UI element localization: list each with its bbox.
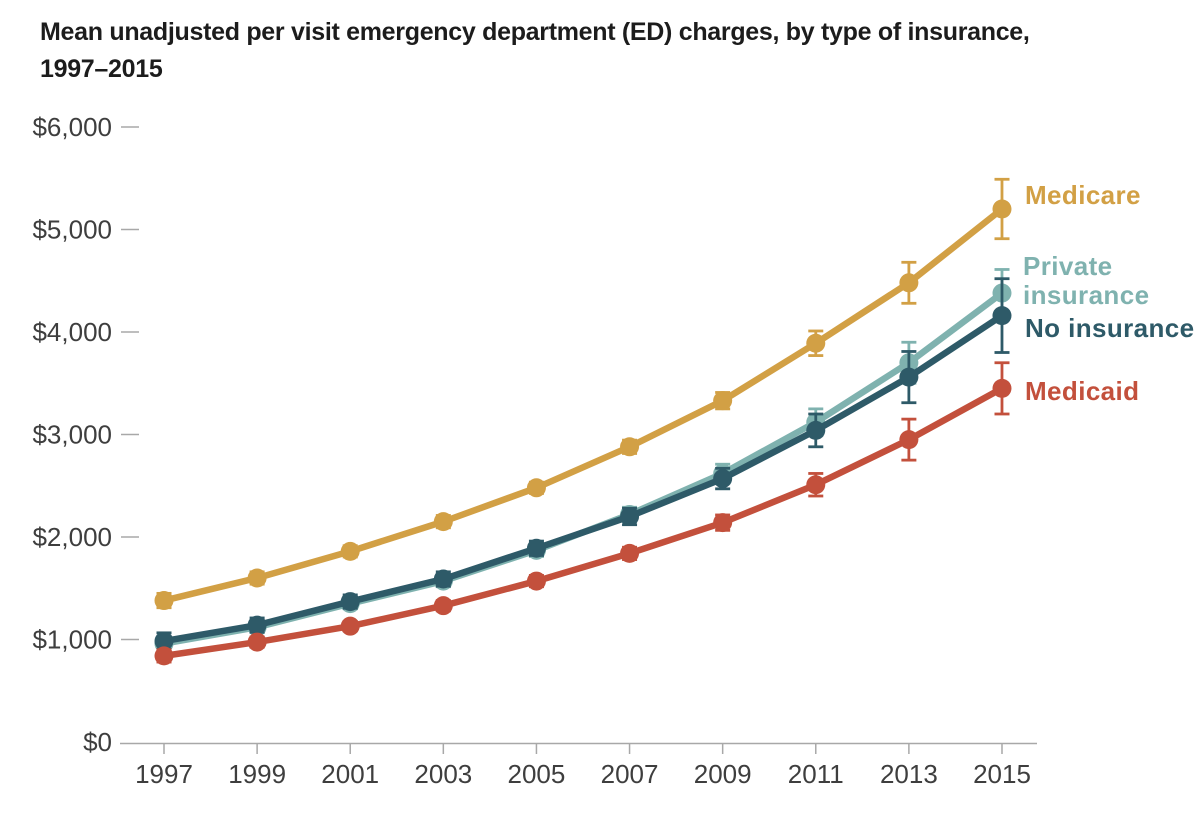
legend-text-private-insurance: Private insurance (1023, 251, 1150, 310)
data-point-no-insurance (433, 569, 453, 589)
series-no-insurance (154, 277, 1012, 651)
series-medicare (154, 177, 1012, 611)
y-tick-label: $4,000 (32, 317, 112, 347)
data-point-no-insurance (620, 507, 640, 526)
data-point-medicaid (154, 646, 174, 666)
y-tick-label: $3,000 (32, 420, 112, 450)
data-point-medicaid (340, 616, 360, 636)
series-line-no-insurance (163, 312, 1004, 645)
data-point-no-insurance (713, 469, 733, 489)
data-point-medicaid (806, 475, 826, 495)
y-tick-label: $2,000 (32, 522, 112, 552)
data-point-medicare (433, 512, 453, 532)
legend-label-medicaid: Medicaid (1025, 377, 1195, 406)
x-tick-label: 1997 (135, 759, 193, 789)
chart-title: Mean unadjusted per visit emergency depa… (40, 14, 1170, 88)
x-tick-label: 2009 (694, 759, 752, 789)
data-point-no-insurance (154, 631, 174, 651)
axes (120, 126, 1037, 754)
data-point-medicare (620, 437, 640, 457)
data-point-no-insurance (247, 615, 267, 635)
x-tick-label: 2005 (508, 759, 566, 789)
data-point-no-insurance (806, 420, 826, 440)
data-point-no-insurance (340, 592, 360, 612)
y-tick-label: $5,000 (32, 215, 112, 245)
data-point-medicaid (433, 596, 453, 616)
data-point-medicaid (992, 378, 1012, 398)
data-point-medicaid (526, 571, 546, 591)
data-point-medicaid (899, 430, 919, 450)
data-point-no-insurance (526, 538, 546, 558)
data-point-medicare (526, 478, 546, 498)
data-point-medicare (992, 199, 1012, 219)
legend-label-medicare: Medicare (1025, 181, 1195, 210)
x-tick-label: 2013 (880, 759, 938, 789)
data-point-medicare (713, 391, 733, 411)
series-line-medicare (163, 206, 1005, 604)
x-tick-label: 2003 (414, 759, 472, 789)
x-tick-label: 2001 (321, 759, 379, 789)
data-point-medicaid (247, 632, 267, 652)
y-tick-label: $0 (83, 727, 112, 757)
legend-text-medicare: Medicare (1025, 180, 1141, 210)
legend-label-private-insurance: Private insurance (1023, 252, 1173, 310)
legend-label-no-insurance: No insurance (1025, 314, 1200, 343)
data-point-medicare (247, 568, 267, 588)
legend-text-no-insurance: No insurance (1025, 313, 1195, 343)
data-point-no-insurance (992, 306, 1012, 326)
data-point-medicare (899, 273, 919, 293)
chart-title-line-2: 1997–2015 (40, 55, 163, 83)
data-point-medicaid (620, 543, 640, 563)
x-tick-label: 1999 (228, 759, 286, 789)
x-tick-label: 2011 (788, 759, 844, 789)
data-point-no-insurance (899, 367, 919, 387)
data-point-medicare (806, 333, 826, 353)
legend-text-medicaid: Medicaid (1025, 376, 1140, 406)
data-point-medicare (154, 591, 174, 611)
data-point-medicare (340, 541, 360, 561)
y-tick-label: $1,000 (32, 625, 112, 655)
y-tick-label: $6,000 (32, 112, 112, 142)
data-point-medicaid (713, 513, 733, 533)
x-tick-label: 2015 (973, 759, 1031, 789)
chart-title-line-1: Mean unadjusted per visit emergency depa… (40, 18, 1030, 46)
series-private-insurance (154, 268, 1012, 654)
series-line-medicaid (163, 385, 1004, 660)
x-tick-label: 2007 (601, 759, 659, 789)
series-medicaid (154, 361, 1012, 666)
